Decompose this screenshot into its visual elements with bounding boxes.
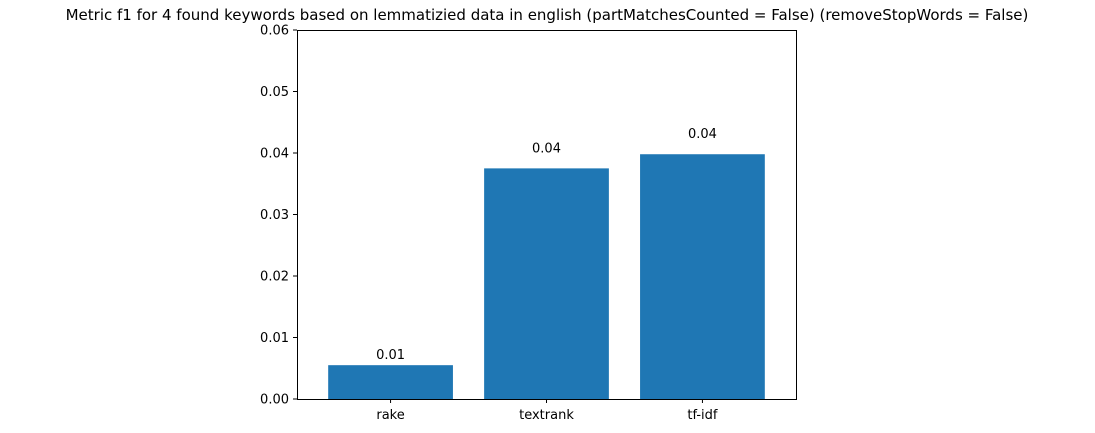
y-tick-label: 0.04 [260,147,289,162]
y-axis: 0.00 0.01 0.02 0.03 0.04 0.05 0.06 [260,24,297,408]
data-labels-group: 0.01 0.04 0.04 [376,127,717,363]
data-label-textrank: 0.04 [532,141,561,156]
data-label-tf-idf: 0.04 [688,127,717,142]
y-tick-label: 0.00 [260,393,289,408]
y-tick-label: 0.02 [260,270,289,285]
bar-textrank [484,168,609,399]
bar-tf-idf [640,154,765,399]
x-axis: rake textrank tf-idf [376,399,718,423]
x-tick-label-rake: rake [376,408,404,423]
y-tick-label: 0.06 [260,24,289,39]
y-tick-label: 0.03 [260,208,289,223]
x-tick-label-textrank: textrank [519,408,574,423]
plot-frame [297,30,797,400]
x-tick-label-tf-idf: tf-idf [687,408,718,423]
y-tick-label: 0.05 [260,85,289,100]
chart-title: Metric f1 for 4 found keywords based on … [66,6,1029,24]
y-tick-label: 0.01 [260,331,289,346]
bars-group [328,154,765,399]
bar-rake [328,365,453,399]
data-label-rake: 0.01 [376,348,405,363]
